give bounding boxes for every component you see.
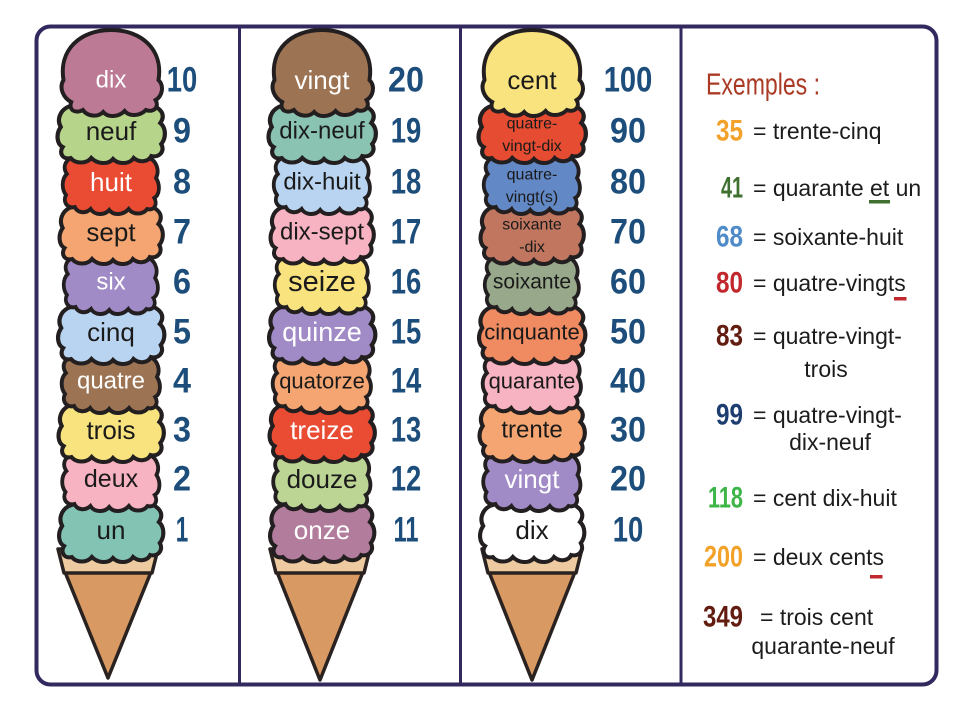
svg-text:3: 3 bbox=[173, 411, 191, 450]
svg-text:= quarante et un: = quarante et un bbox=[753, 175, 921, 201]
svg-text:soixante: soixante bbox=[502, 217, 562, 234]
svg-text:quarante: quarante bbox=[489, 369, 576, 394]
svg-text:sept: sept bbox=[86, 217, 136, 247]
svg-text:trois: trois bbox=[804, 356, 847, 382]
svg-text:41: 41 bbox=[721, 172, 743, 205]
svg-text:10: 10 bbox=[167, 61, 198, 100]
svg-text:un: un bbox=[97, 515, 126, 545]
svg-text:12: 12 bbox=[391, 460, 422, 499]
svg-text:6: 6 bbox=[173, 263, 191, 302]
svg-text:Exemples :: Exemples : bbox=[706, 67, 820, 102]
svg-text:15: 15 bbox=[391, 313, 422, 352]
svg-text:six: six bbox=[96, 269, 125, 296]
svg-text:vingt: vingt bbox=[505, 464, 561, 494]
svg-text:20: 20 bbox=[388, 61, 424, 100]
svg-text:80: 80 bbox=[610, 163, 646, 202]
svg-text:vingt-dix: vingt-dix bbox=[502, 138, 562, 155]
svg-text:quatre-: quatre- bbox=[507, 116, 558, 133]
svg-text:soixante: soixante bbox=[493, 271, 571, 294]
svg-text:35: 35 bbox=[716, 115, 743, 148]
svg-text:douze: douze bbox=[287, 464, 358, 494]
svg-text:cinq: cinq bbox=[87, 317, 135, 347]
svg-text:16: 16 bbox=[391, 263, 422, 302]
svg-text:cinquante: cinquante bbox=[484, 320, 579, 345]
svg-text:60: 60 bbox=[610, 263, 646, 302]
svg-text:-dix: -dix bbox=[519, 239, 545, 256]
svg-text:dix-sept: dix-sept bbox=[280, 219, 364, 246]
svg-text:5: 5 bbox=[173, 313, 191, 352]
svg-text:quatorze: quatorze bbox=[279, 369, 365, 394]
svg-text:treize: treize bbox=[290, 415, 354, 445]
svg-text:68: 68 bbox=[716, 221, 743, 254]
svg-text:1: 1 bbox=[176, 511, 189, 550]
svg-text:99: 99 bbox=[716, 399, 743, 432]
svg-text:18: 18 bbox=[391, 163, 422, 202]
svg-text:quarante-neuf: quarante-neuf bbox=[751, 633, 895, 659]
svg-text:= cent dix-huit: = cent dix-huit bbox=[753, 485, 897, 511]
svg-text:quatre-: quatre- bbox=[507, 167, 558, 184]
svg-text:80: 80 bbox=[716, 267, 743, 300]
svg-text:trente: trente bbox=[501, 417, 562, 444]
svg-text:= quatre-vingts: = quatre-vingts bbox=[753, 270, 906, 296]
svg-text:20: 20 bbox=[610, 460, 646, 499]
svg-text:70: 70 bbox=[610, 213, 646, 252]
svg-text:vingt: vingt bbox=[295, 65, 351, 95]
svg-text:7: 7 bbox=[173, 213, 191, 252]
svg-text:17: 17 bbox=[391, 213, 422, 252]
svg-text:neuf: neuf bbox=[86, 116, 137, 146]
svg-text:30: 30 bbox=[610, 411, 646, 450]
svg-text:dix-huit: dix-huit bbox=[283, 169, 361, 196]
svg-text:= soixante-huit: = soixante-huit bbox=[753, 224, 904, 250]
svg-text:19: 19 bbox=[391, 112, 422, 151]
svg-text:quatre: quatre bbox=[77, 368, 145, 395]
svg-text:8: 8 bbox=[173, 163, 191, 202]
svg-text:dix-neuf: dix-neuf bbox=[789, 429, 871, 455]
svg-text:200: 200 bbox=[704, 541, 743, 574]
svg-text:quinze: quinze bbox=[282, 317, 362, 347]
svg-text:= deux cents: = deux cents bbox=[753, 544, 884, 570]
svg-text:cent: cent bbox=[507, 65, 557, 95]
svg-text:100: 100 bbox=[604, 61, 653, 100]
svg-text:seize: seize bbox=[288, 266, 356, 298]
svg-text:40: 40 bbox=[610, 362, 646, 401]
svg-text:vingt(s): vingt(s) bbox=[506, 189, 558, 206]
svg-text:349: 349 bbox=[703, 601, 743, 634]
svg-text:= quatre-vingt-: = quatre-vingt- bbox=[753, 323, 902, 349]
svg-text:11: 11 bbox=[394, 511, 419, 550]
svg-text:13: 13 bbox=[391, 411, 422, 450]
svg-text:14: 14 bbox=[391, 362, 422, 401]
svg-text:dix-neuf: dix-neuf bbox=[279, 118, 365, 145]
svg-text:4: 4 bbox=[173, 362, 191, 401]
svg-text:10: 10 bbox=[613, 511, 644, 550]
svg-text:onze: onze bbox=[294, 515, 350, 545]
svg-text:trois: trois bbox=[86, 415, 135, 445]
svg-text:huit: huit bbox=[90, 167, 133, 197]
svg-text:2: 2 bbox=[173, 460, 191, 499]
svg-text:50: 50 bbox=[610, 313, 646, 352]
svg-text:= trois cent: = trois cent bbox=[760, 604, 874, 630]
svg-text:dix: dix bbox=[96, 67, 127, 94]
svg-text:= trente-cinq: = trente-cinq bbox=[753, 118, 882, 144]
svg-text:dix: dix bbox=[515, 515, 548, 545]
svg-text:90: 90 bbox=[610, 112, 646, 151]
svg-text:9: 9 bbox=[173, 112, 191, 151]
svg-text:deux: deux bbox=[84, 465, 139, 493]
svg-text:= quatre-vingt-: = quatre-vingt- bbox=[753, 402, 902, 428]
svg-text:83: 83 bbox=[716, 320, 743, 353]
svg-text:118: 118 bbox=[708, 482, 743, 515]
